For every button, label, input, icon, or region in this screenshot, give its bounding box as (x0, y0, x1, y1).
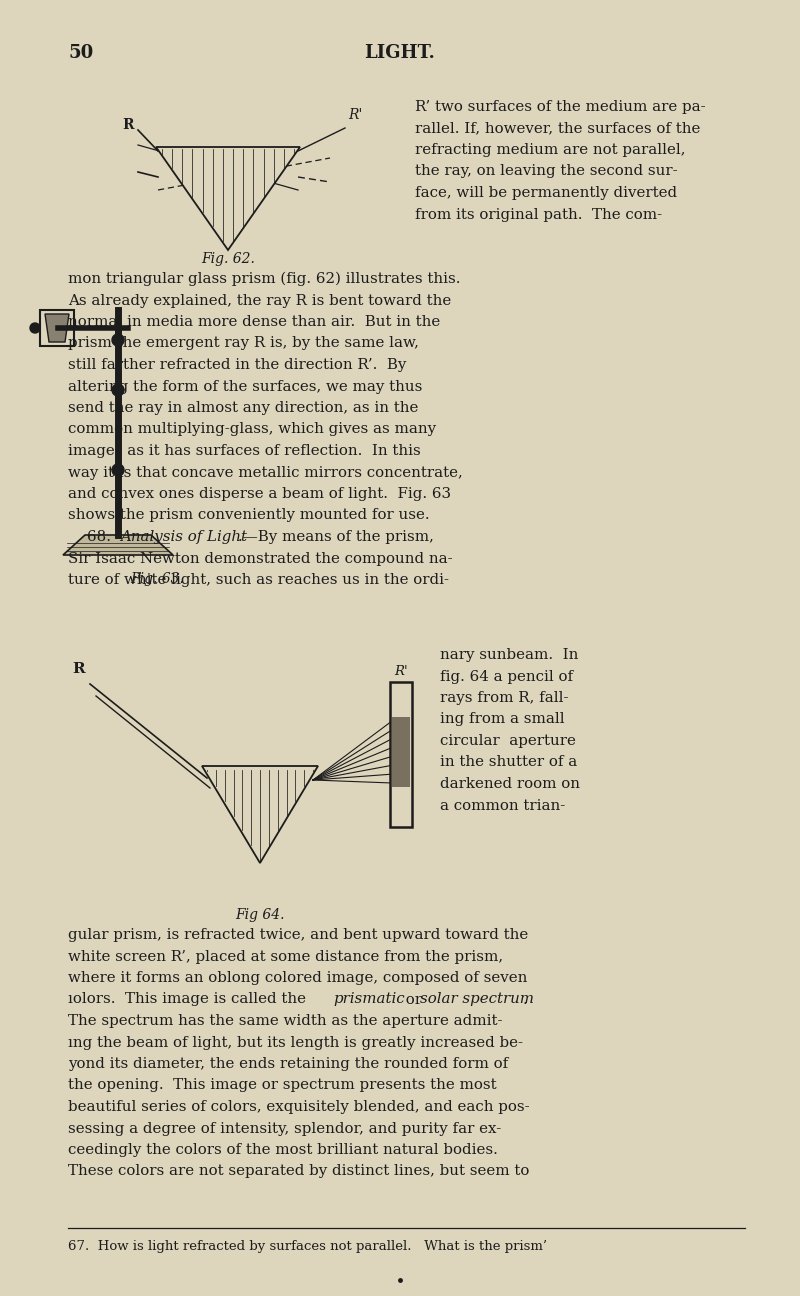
Text: rays from R, fall-: rays from R, fall- (440, 691, 569, 705)
Text: sessing a degree of intensity, splendor, and purity far ex-: sessing a degree of intensity, splendor,… (68, 1121, 502, 1135)
Text: gular prism, is refracted twice, and bent upward toward the: gular prism, is refracted twice, and ben… (68, 928, 528, 942)
Circle shape (112, 384, 124, 397)
Text: R’ two surfaces of the medium are pa-: R’ two surfaces of the medium are pa- (415, 100, 706, 114)
Text: .: . (523, 993, 528, 1007)
Text: .—By means of the prism,: .—By means of the prism, (238, 530, 434, 544)
Text: 67.  How is light refracted by surfaces not parallel.   What is the prism’: 67. How is light refracted by surfaces n… (68, 1240, 547, 1253)
Text: ıng the beam of light, but its length is greatly increased be-: ıng the beam of light, but its length is… (68, 1036, 523, 1050)
Text: beautiful series of colors, exquisitely blended, and each pos-: beautiful series of colors, exquisitely … (68, 1100, 530, 1115)
Text: fig. 64 a pencil of: fig. 64 a pencil of (440, 670, 573, 683)
Text: Fig. 63.: Fig. 63. (130, 572, 184, 586)
Text: common multiplying-glass, which gives as many: common multiplying-glass, which gives as… (68, 422, 436, 437)
Text: the ray, on leaving the second sur-: the ray, on leaving the second sur- (415, 165, 678, 179)
Polygon shape (156, 146, 300, 250)
Text: prismatic: prismatic (333, 993, 405, 1007)
Circle shape (30, 323, 40, 333)
Text: images as it has surfaces of reflection.  In this: images as it has surfaces of reflection.… (68, 445, 421, 457)
Polygon shape (202, 766, 318, 863)
Text: the opening.  This image or spectrum presents the most: the opening. This image or spectrum pres… (68, 1078, 497, 1093)
Text: R: R (122, 118, 134, 132)
Text: way it is that concave metallic mirrors concentrate,: way it is that concave metallic mirrors … (68, 465, 462, 480)
Text: in the shutter of a: in the shutter of a (440, 756, 578, 770)
Text: ceedingly the colors of the most brilliant natural bodies.: ceedingly the colors of the most brillia… (68, 1143, 498, 1157)
Text: Fig. 62.: Fig. 62. (201, 251, 255, 266)
Text: 68.: 68. (68, 530, 121, 544)
Text: R': R' (348, 108, 362, 122)
Text: shows the prism conveniently mounted for use.: shows the prism conveniently mounted for… (68, 508, 430, 522)
Text: These colors are not separated by distinct lines, but seem to: These colors are not separated by distin… (68, 1165, 530, 1178)
Polygon shape (45, 314, 69, 342)
Text: solar spectrum: solar spectrum (420, 993, 534, 1007)
Text: white screen R’, placed at some distance from the prism,: white screen R’, placed at some distance… (68, 950, 503, 963)
Text: ture of white light, such as reaches us in the ordi-: ture of white light, such as reaches us … (68, 573, 449, 587)
Text: rallel. If, however, the surfaces of the: rallel. If, however, the surfaces of the (415, 122, 700, 136)
Text: prism the emergent ray R is, by the same law,: prism the emergent ray R is, by the same… (68, 337, 419, 350)
Text: or: or (401, 993, 426, 1007)
Bar (392, 717, 410, 787)
Text: altering the form of the surfaces, we may thus: altering the form of the surfaces, we ma… (68, 380, 422, 394)
Text: from its original path.  The com-: from its original path. The com- (415, 207, 662, 222)
Text: ing from a small: ing from a small (440, 713, 565, 727)
Text: Fig 64.: Fig 64. (235, 908, 285, 921)
Circle shape (112, 334, 124, 346)
Text: a common trian-: a common trian- (440, 798, 566, 813)
Text: 50: 50 (68, 44, 94, 62)
Text: LIGHT.: LIGHT. (365, 44, 435, 62)
Text: ıolors.  This image is called the: ıolors. This image is called the (68, 993, 310, 1007)
Text: darkened room on: darkened room on (440, 778, 580, 791)
Bar (390, 682, 412, 827)
Text: Sir Isaac Newton demonstrated the compound na-: Sir Isaac Newton demonstrated the compou… (68, 552, 453, 565)
Text: where it forms an oblong colored image, composed of seven: where it forms an oblong colored image, … (68, 971, 527, 985)
Text: R: R (72, 662, 85, 677)
Text: still farther refracted in the direction R’.  By: still farther refracted in the direction… (68, 358, 406, 372)
Text: send the ray in almost any direction, as in the: send the ray in almost any direction, as… (68, 400, 418, 415)
Text: nary sunbeam.  In: nary sunbeam. In (440, 648, 578, 662)
Text: mon triangular glass prism (fig. 62) illustrates this.: mon triangular glass prism (fig. 62) ill… (68, 272, 461, 286)
Text: refracting medium are not parallel,: refracting medium are not parallel, (415, 143, 686, 157)
Text: normal in media more dense than air.  But in the: normal in media more dense than air. But… (68, 315, 440, 329)
Text: R': R' (394, 665, 408, 678)
Text: face, will be permanently diverted: face, will be permanently diverted (415, 187, 677, 200)
Text: and convex ones disperse a beam of light.  Fig. 63: and convex ones disperse a beam of light… (68, 487, 451, 502)
Text: The spectrum has the same width as the aperture admit-: The spectrum has the same width as the a… (68, 1013, 502, 1028)
Polygon shape (63, 535, 173, 555)
Text: circular  aperture: circular aperture (440, 734, 576, 748)
Circle shape (112, 464, 124, 476)
Text: As already explained, the ray R is bent toward the: As already explained, the ray R is bent … (68, 293, 451, 307)
Bar (40, 310, 74, 346)
Text: Analysis of Light: Analysis of Light (120, 530, 247, 544)
Text: yond its diameter, the ends retaining the rounded form of: yond its diameter, the ends retaining th… (68, 1058, 508, 1070)
